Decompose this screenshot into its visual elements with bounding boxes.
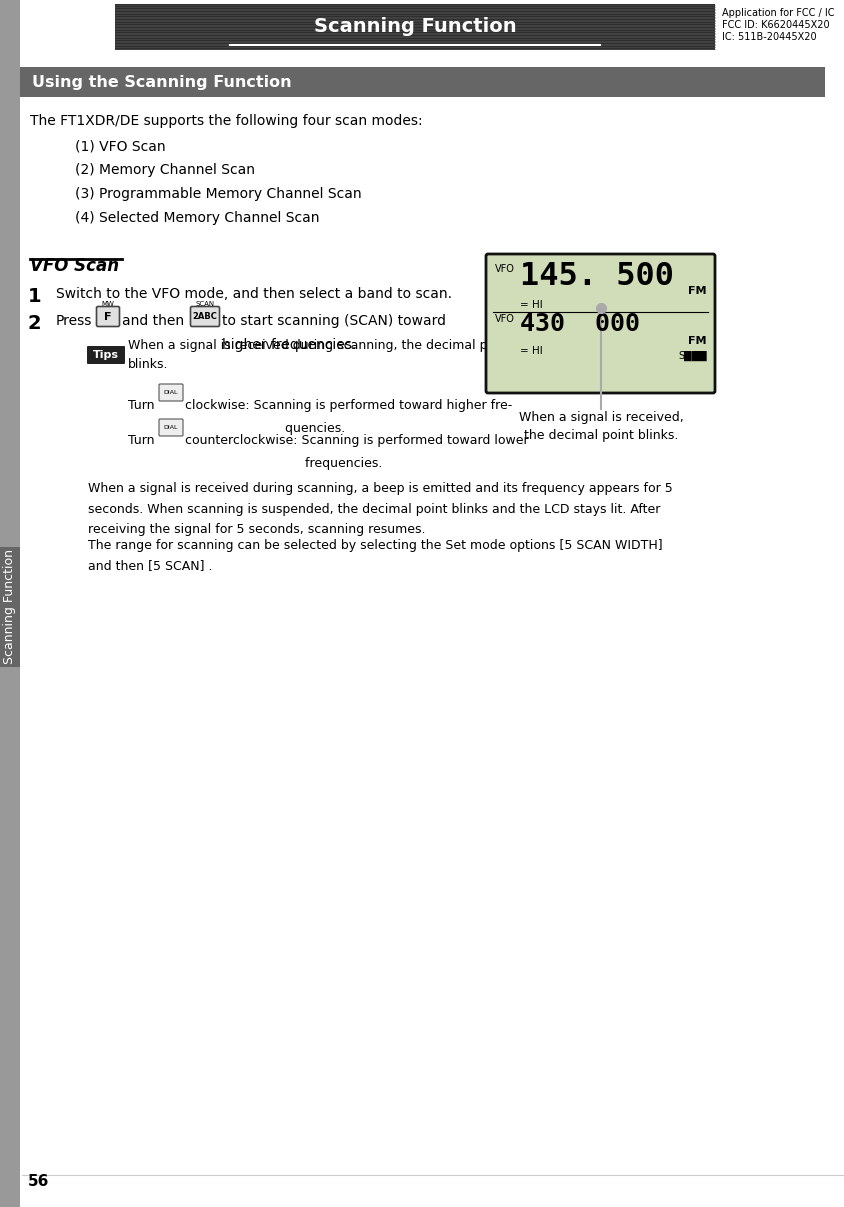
Text: 430  000: 430 000 — [519, 311, 639, 336]
FancyBboxPatch shape — [87, 346, 125, 365]
Text: = HI: = HI — [519, 346, 542, 356]
Bar — [20, 68, 824, 97]
FancyBboxPatch shape — [159, 419, 183, 436]
Text: clockwise: Scanning is performed toward higher fre-
                         que: clockwise: Scanning is performed toward … — [185, 400, 511, 435]
Text: and then: and then — [122, 314, 184, 328]
Text: When a signal is received during scanning, a beep is emitted and its frequency a: When a signal is received during scannin… — [88, 482, 672, 536]
Text: MW: MW — [101, 301, 114, 307]
Text: IC: 511B-20445X20: IC: 511B-20445X20 — [721, 33, 815, 42]
FancyBboxPatch shape — [159, 384, 183, 401]
Text: Press: Press — [56, 314, 92, 328]
Text: = HI: = HI — [519, 301, 542, 310]
Text: counterclockwise: Scanning is performed toward lower
                           : counterclockwise: Scanning is performed … — [185, 435, 528, 470]
Text: 145. 500: 145. 500 — [519, 261, 674, 292]
Text: FM: FM — [688, 336, 706, 346]
Text: DIAL: DIAL — [164, 390, 178, 395]
Text: (1) VFO Scan: (1) VFO Scan — [75, 139, 165, 153]
FancyBboxPatch shape — [96, 307, 119, 327]
Text: 56: 56 — [28, 1174, 49, 1189]
Text: The FT1XDR/DE supports the following four scan modes:: The FT1XDR/DE supports the following fou… — [30, 113, 422, 128]
Text: FM: FM — [688, 286, 706, 296]
Text: Tips: Tips — [93, 350, 119, 360]
Text: F: F — [104, 311, 111, 321]
Text: Turn: Turn — [127, 435, 154, 447]
Text: 1: 1 — [28, 287, 41, 307]
FancyBboxPatch shape — [190, 307, 219, 327]
Bar — [115, 4, 714, 49]
Text: DIAL: DIAL — [164, 425, 178, 430]
Text: 2: 2 — [28, 314, 41, 333]
Text: (3) Programmable Memory Channel Scan: (3) Programmable Memory Channel Scan — [75, 187, 361, 202]
Text: 2ABC: 2ABC — [192, 311, 217, 321]
Text: VFO: VFO — [495, 264, 514, 274]
Text: (2) Memory Channel Scan: (2) Memory Channel Scan — [75, 163, 255, 177]
Bar — [0, 0, 20, 1207]
Text: S███: S███ — [678, 351, 706, 361]
Text: The range for scanning can be selected by selecting the Set mode options [5 SCAN: The range for scanning can be selected b… — [88, 540, 662, 572]
Text: VFO: VFO — [495, 314, 514, 323]
Text: to start scanning (SCAN) toward
higher frequencies.: to start scanning (SCAN) toward higher f… — [222, 314, 446, 352]
FancyBboxPatch shape — [485, 253, 714, 393]
Text: FCC ID: K6620445X20: FCC ID: K6620445X20 — [721, 21, 829, 30]
Text: Turn: Turn — [127, 400, 154, 412]
Text: (4) Selected Memory Channel Scan: (4) Selected Memory Channel Scan — [75, 211, 319, 225]
Text: Scanning Function: Scanning Function — [313, 17, 516, 36]
Text: Application for FCC / IC: Application for FCC / IC — [721, 8, 834, 18]
Text: SCAN: SCAN — [195, 301, 214, 307]
Text: VFO Scan: VFO Scan — [30, 257, 119, 275]
Text: When a signal is received during scanning, the decimal point
blinks.: When a signal is received during scannin… — [127, 338, 511, 372]
Text: Scanning Function: Scanning Function — [3, 549, 17, 665]
Text: Using the Scanning Function: Using the Scanning Function — [32, 75, 291, 89]
Bar — [0, 547, 20, 667]
Text: Switch to the VFO mode, and then select a band to scan.: Switch to the VFO mode, and then select … — [56, 287, 452, 301]
Text: When a signal is received,
the decimal point blinks.: When a signal is received, the decimal p… — [518, 412, 683, 442]
